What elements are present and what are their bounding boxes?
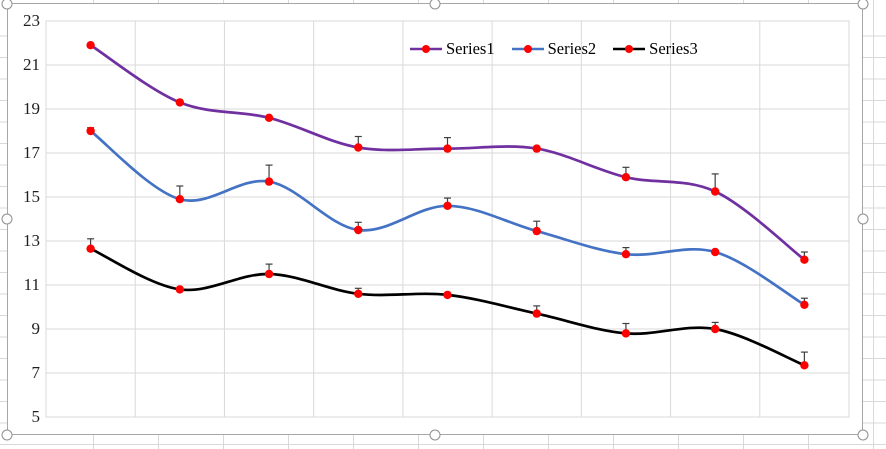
series2-marker-2[interactable]	[175, 195, 185, 204]
selection-handle-middle-right[interactable]	[857, 213, 869, 225]
y-axis-tick-label: 19	[23, 99, 40, 118]
series3-marker-3[interactable]	[264, 269, 274, 279]
series3-marker-8[interactable]	[710, 324, 720, 334]
y-axis-tick-label: 23	[23, 11, 40, 30]
selection-handle-bottom-center[interactable]	[429, 429, 441, 441]
legend-item-series2[interactable]: Series2	[511, 39, 597, 59]
series3-marker-6[interactable]	[532, 309, 541, 318]
series1-marker-3[interactable]	[264, 113, 274, 123]
y-axis-tick-label: 9	[31, 319, 41, 338]
series1-marker-7[interactable]	[621, 173, 631, 182]
series1-marker-2[interactable]	[175, 98, 185, 107]
series2-marker-3[interactable]	[264, 177, 274, 186]
series2-marker-9[interactable]	[800, 300, 809, 309]
legend-swatch-series2-icon	[511, 45, 544, 53]
series1-marker-4[interactable]	[354, 143, 363, 152]
selection-handle-top-right[interactable]	[857, 0, 869, 10]
plot-border	[45, 20, 850, 418]
selection-handle-bottom-left[interactable]	[1, 429, 13, 441]
selection-handle-bottom-right[interactable]	[857, 429, 869, 441]
series3-marker-5[interactable]	[443, 290, 452, 300]
chart-area[interactable]	[7, 3, 863, 435]
y-axis-tick-label: 13	[23, 231, 40, 250]
series1-marker-5[interactable]	[443, 144, 452, 153]
series3-marker-2[interactable]	[175, 285, 185, 294]
legend-swatch-series1-icon	[410, 45, 442, 53]
selection-handle-top-center[interactable]	[429, 0, 441, 10]
selection-handle-top-left[interactable]	[1, 0, 13, 10]
series3-line[interactable]	[89, 247, 806, 367]
y-axis-tick-label: 17	[23, 143, 40, 162]
legend-label-series3: Series3	[649, 39, 698, 58]
series1-marker-9[interactable]	[800, 255, 809, 264]
y-axis-tick-label: 15	[23, 187, 40, 206]
series2-marker-5[interactable]	[443, 201, 452, 210]
y-axis-tick-label: 11	[23, 275, 40, 294]
legend: Series1 Series2 Series3	[409, 39, 698, 59]
y-axis-tick-label: 5	[31, 407, 41, 426]
legend-swatch-series3-icon	[613, 45, 646, 53]
series3-marker-9[interactable]	[800, 361, 809, 370]
series2-marker-4[interactable]	[354, 225, 363, 235]
selection-handle-middle-left[interactable]	[1, 213, 13, 225]
series1-marker-8[interactable]	[710, 187, 720, 196]
series1-marker-6[interactable]	[532, 144, 541, 153]
series3-marker-4[interactable]	[354, 289, 363, 298]
legend-label-series2: Series2	[547, 39, 597, 58]
legend-label-series1: Series1	[446, 39, 495, 58]
legend-item-series3[interactable]: Series3	[612, 39, 698, 59]
series3-marker-1[interactable]	[86, 244, 95, 253]
legend-item-series1[interactable]: Series1	[409, 39, 495, 59]
series1-marker-1[interactable]	[86, 41, 95, 50]
series2-line[interactable]	[89, 129, 806, 307]
y-axis-tick-label: 21	[23, 55, 40, 74]
series2-marker-1[interactable]	[86, 126, 95, 136]
y-axis-tick-label: 7	[31, 363, 41, 382]
series3-marker-7[interactable]	[621, 329, 631, 338]
series2-marker-6[interactable]	[532, 226, 541, 236]
series2-marker-8[interactable]	[710, 247, 720, 257]
series2-marker-7[interactable]	[621, 250, 631, 259]
